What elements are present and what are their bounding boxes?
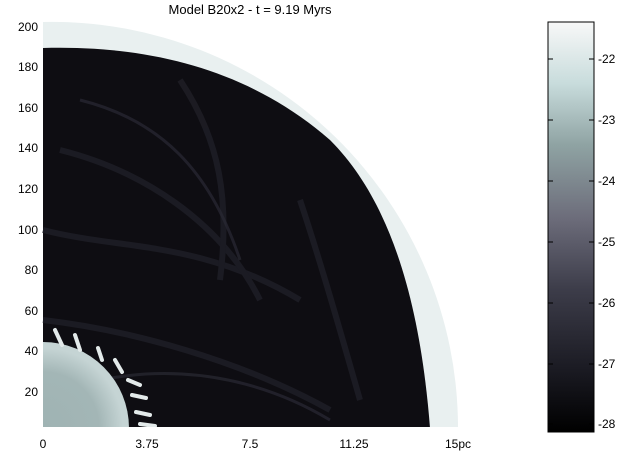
cavity-texture: [42, 78, 363, 413]
hot-cavity: [43, 47, 430, 429]
y-tick-label: 120: [18, 182, 38, 196]
y-tick-label: 160: [18, 101, 38, 115]
y-tick-label: 60: [25, 304, 39, 318]
x-axis: 0 3.75 7.5 11.25 15pc: [40, 437, 471, 451]
y-tick-label: 140: [18, 141, 38, 155]
y-tick-label: 80: [25, 263, 39, 277]
cavity-texture-light: [79, 98, 331, 422]
x-tick-label: 3.75: [135, 437, 159, 451]
colorbar: -22 -23 -24 -25 -26 -27 -28: [547, 21, 616, 433]
y-tick-label: 20: [25, 385, 39, 399]
y-tick-label: 100: [18, 223, 38, 237]
colorbar-tick-label: -26: [598, 296, 616, 310]
x-tick-label: 15pc: [445, 437, 471, 451]
y-tick-label: 40: [25, 344, 39, 358]
colorbar-tick-label: -27: [598, 357, 616, 371]
colorbar-ticks: [548, 58, 594, 425]
y-axis: 20 40 60 80 100 120 140 160 180 200: [18, 20, 38, 399]
colorbar-tick-label: -23: [598, 113, 616, 127]
colorbar-bar: [547, 21, 595, 433]
colorbar-tick-label: -24: [598, 174, 616, 188]
colorbar-tick-label: -28: [598, 417, 616, 431]
plot-title: Model B20x2 - t = 9.19 Myrs: [168, 2, 332, 17]
plot-area: [42, 21, 459, 429]
y-tick-label: 200: [18, 20, 38, 34]
inner-bubble: [43, 342, 129, 428]
instability-fingers: [53, 328, 157, 428]
colorbar-tick-label: -22: [598, 52, 616, 66]
x-tick-label: 11.25: [339, 437, 368, 451]
x-tick-label: 7.5: [242, 437, 259, 451]
x-tick-label: 0: [40, 437, 47, 451]
colorbar-tick-label: -25: [598, 235, 616, 249]
y-tick-label: 180: [18, 60, 38, 74]
